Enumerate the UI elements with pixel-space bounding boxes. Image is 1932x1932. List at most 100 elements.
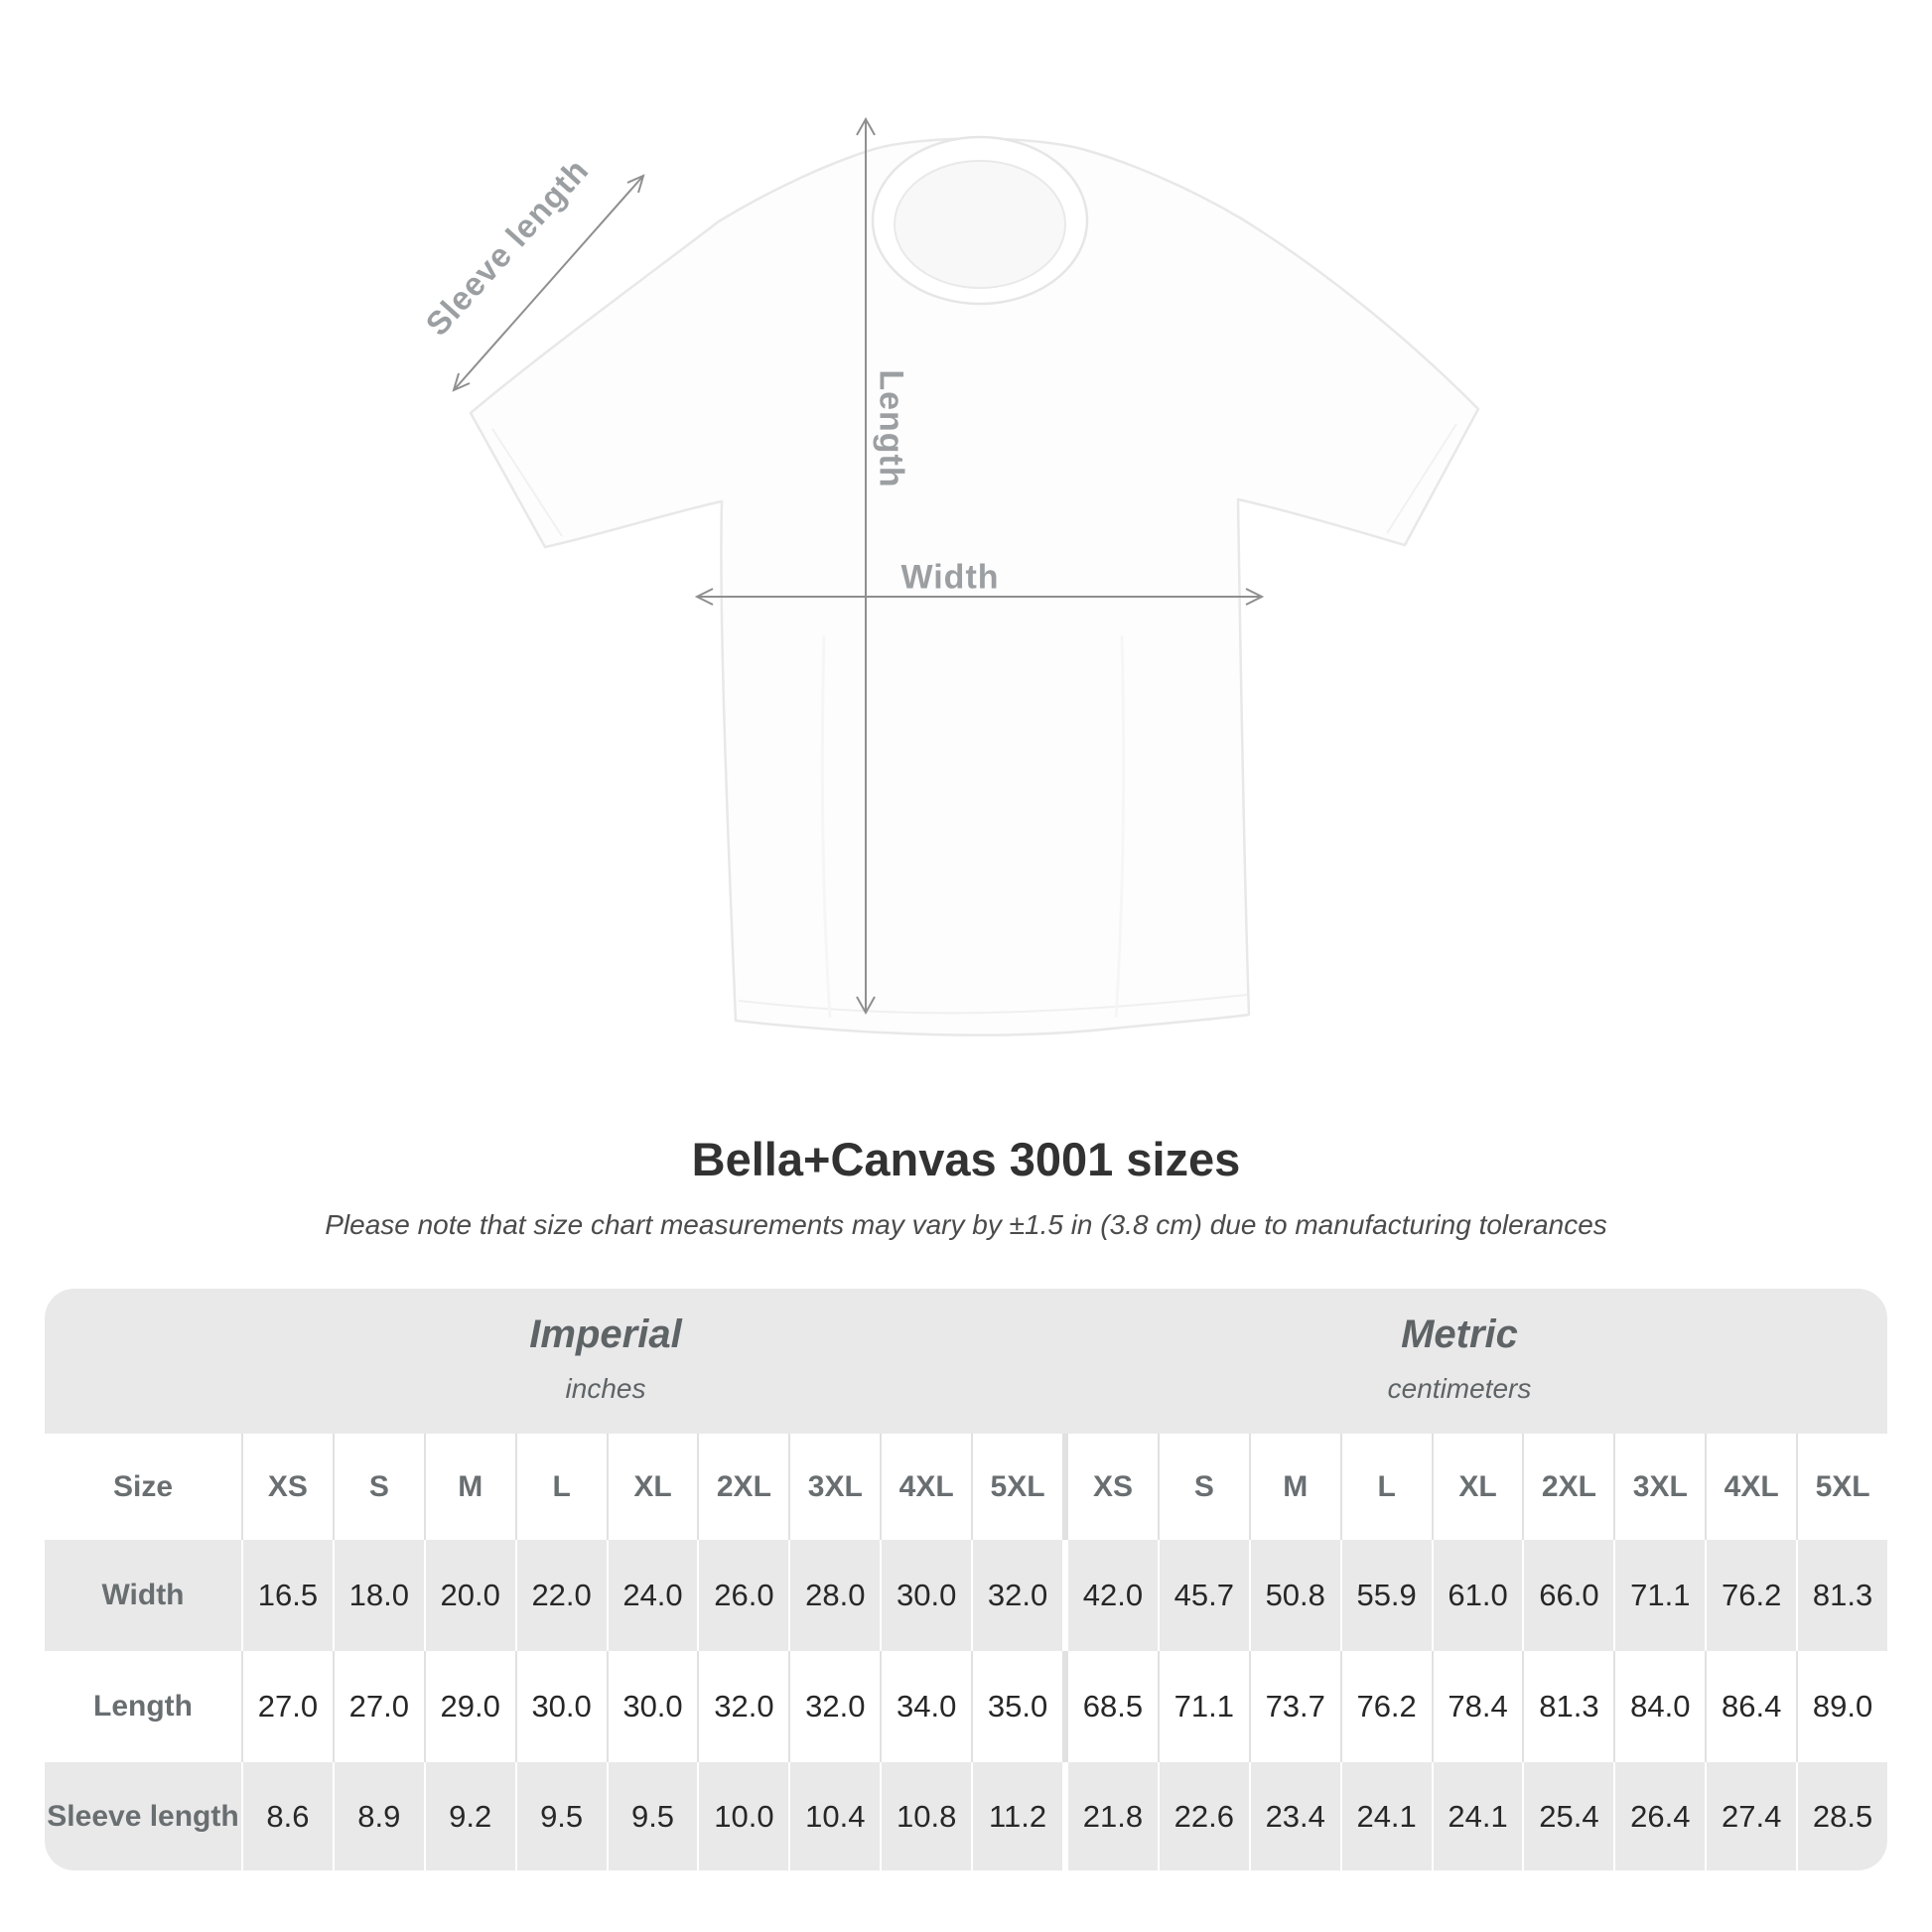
imperial-value-cell: 18.0 <box>332 1540 424 1651</box>
metric-value-cell: 22.6 <box>1157 1762 1249 1870</box>
imperial-value-cell: 29.0 <box>423 1651 515 1762</box>
imperial-value-cell: 16.5 <box>241 1540 333 1651</box>
imperial-value-cell: 27.0 <box>241 1651 333 1762</box>
imperial-value-cell: 32.0 <box>971 1540 1062 1651</box>
metric-size-header: XL <box>1431 1434 1523 1540</box>
imperial-size-header: 4XL <box>880 1434 971 1540</box>
imperial-value-cell: 8.9 <box>332 1762 424 1870</box>
metric-value-cell: 71.1 <box>1613 1540 1705 1651</box>
imperial-size-header: XS <box>241 1434 333 1540</box>
imperial-value-cell: 30.0 <box>880 1540 971 1651</box>
metric-value-cell: 26.4 <box>1613 1762 1705 1870</box>
length-arrow <box>856 116 876 1016</box>
size-table-body: Size XS S M L XL 2XL 3XL 4XL 5XL XS S M L XL 2XL 3XL 4XL 5… <box>45 1434 1887 1870</box>
imperial-value-cell: 22.0 <box>514 1540 607 1651</box>
metric-value-cell: 55.9 <box>1339 1540 1432 1651</box>
imperial-value-cell: 9.2 <box>423 1762 515 1870</box>
imperial-size-header: 2XL <box>697 1434 788 1540</box>
measurement-row: Sleeve length 8.6 8.9 9.2 9.5 9.5 10.0 10.4 10.8… <box>45 1762 1887 1870</box>
imperial-value-cell: 32.0 <box>697 1651 788 1762</box>
tolerance-note: Please note that size chart measurements… <box>325 1209 1607 1240</box>
imperial-value-cell: 26.0 <box>697 1540 788 1651</box>
metric-value-cell: 27.4 <box>1705 1762 1796 1870</box>
metric-value-cell: 78.4 <box>1431 1651 1523 1762</box>
imperial-value-cell: 11.2 <box>971 1762 1062 1870</box>
imperial-value-cell: 10.0 <box>697 1762 788 1870</box>
imperial-value-cell: 30.0 <box>606 1651 698 1762</box>
metric-value-cell: 24.1 <box>1431 1762 1523 1870</box>
imperial-value-cell: 27.0 <box>332 1651 424 1762</box>
metric-value-cell: 42.0 <box>1062 1540 1158 1651</box>
metric-value-cell: 81.3 <box>1522 1651 1613 1762</box>
imperial-value-cell: 8.6 <box>241 1762 333 1870</box>
metric-value-cell: 81.3 <box>1796 1540 1887 1651</box>
metric-value-cell: 23.4 <box>1248 1762 1340 1870</box>
metric-size-header: XS <box>1062 1434 1158 1540</box>
size-table: Imperial inches Metric centimeters Size X… <box>45 1289 1887 1870</box>
metric-value-cell: 25.4 <box>1522 1762 1613 1870</box>
row-label: Sleeve length <box>47 1799 239 1833</box>
metric-size-header: S <box>1157 1434 1249 1540</box>
imperial-size-header: M <box>423 1434 515 1540</box>
metric-value-cell: 28.5 <box>1796 1762 1887 1870</box>
metric-value-cell: 76.2 <box>1705 1540 1796 1651</box>
metric-header-group: Metric centimeters <box>1388 1312 1532 1405</box>
width-label: Width <box>900 558 1000 597</box>
metric-value-cell: 73.7 <box>1248 1651 1340 1762</box>
imperial-header-group: Imperial inches <box>529 1312 681 1405</box>
metric-value-cell: 86.4 <box>1705 1651 1796 1762</box>
size-column-label: Size <box>112 1469 174 1503</box>
metric-value-cell: 21.8 <box>1062 1762 1158 1870</box>
imperial-size-header: XL <box>606 1434 698 1540</box>
metric-size-header: 2XL <box>1522 1434 1613 1540</box>
metric-value-cell: 71.1 <box>1157 1651 1249 1762</box>
metric-size-header: M <box>1248 1434 1340 1540</box>
imperial-value-cell: 35.0 <box>971 1651 1062 1762</box>
measurement-row: Width 16.5 18.0 20.0 22.0 24.0 26.0 28.0 30.0 32.… <box>45 1540 1887 1651</box>
imperial-unit-label: inches <box>565 1373 646 1404</box>
metric-size-header: L <box>1339 1434 1432 1540</box>
metric-size-header: 5XL <box>1796 1434 1887 1540</box>
hem-seam <box>738 994 1248 1015</box>
left-cuff-seam <box>491 428 563 537</box>
width-arrow <box>694 588 1265 606</box>
metric-header: Metric <box>1401 1312 1518 1356</box>
metric-value-cell: 61.0 <box>1431 1540 1523 1651</box>
body-crease-right <box>1114 634 1126 1019</box>
imperial-value-cell: 24.0 <box>606 1540 698 1651</box>
imperial-value-cell: 10.8 <box>880 1762 971 1870</box>
metric-value-cell: 89.0 <box>1796 1651 1887 1762</box>
row-label: Width <box>101 1579 185 1611</box>
imperial-size-header: L <box>514 1434 607 1540</box>
imperial-size-header: 3XL <box>788 1434 880 1540</box>
tshirt-measurement-diagram: Sleeve length Length Width <box>418 116 1480 1036</box>
measurement-row: Length 27.0 27.0 29.0 30.0 30.0 32.0 32.0 34.0 35… <box>45 1651 1887 1762</box>
metric-unit-label: centimeters <box>1387 1373 1532 1404</box>
imperial-value-cell: 30.0 <box>514 1651 607 1762</box>
metric-value-cell: 24.1 <box>1339 1762 1432 1870</box>
imperial-value-cell: 9.5 <box>514 1762 607 1870</box>
imperial-header: Imperial <box>529 1312 682 1356</box>
tshirt-outline <box>469 137 1480 1036</box>
page-title: Bella+Canvas 3001 sizes <box>691 1133 1241 1185</box>
imperial-size-header: S <box>332 1434 424 1540</box>
unit-header-band: Imperial inches Metric centimeters <box>45 1289 1887 1434</box>
body-crease-left <box>820 634 832 1019</box>
size-header-row: Size XS S M L XL 2XL 3XL 4XL 5XL XS S M L XL 2XL 3XL 4XL 5… <box>45 1434 1887 1540</box>
imperial-value-cell: 28.0 <box>788 1540 880 1651</box>
imperial-value-cell: 9.5 <box>606 1762 698 1870</box>
sleeve-length-arrow <box>452 174 645 392</box>
metric-value-cell: 84.0 <box>1613 1651 1705 1762</box>
imperial-value-cell: 10.4 <box>788 1762 880 1870</box>
imperial-value-cell: 34.0 <box>880 1651 971 1762</box>
metric-size-header: 3XL <box>1613 1434 1705 1540</box>
length-label: Length <box>872 369 910 488</box>
imperial-size-header: 5XL <box>971 1434 1062 1540</box>
metric-value-cell: 45.7 <box>1157 1540 1249 1651</box>
tshirt-graphic <box>452 116 1480 1036</box>
metric-value-cell: 68.5 <box>1062 1651 1158 1762</box>
collar-inner <box>894 160 1066 289</box>
metric-value-cell: 66.0 <box>1522 1540 1613 1651</box>
imperial-value-cell: 32.0 <box>788 1651 880 1762</box>
metric-value-cell: 50.8 <box>1248 1540 1340 1651</box>
